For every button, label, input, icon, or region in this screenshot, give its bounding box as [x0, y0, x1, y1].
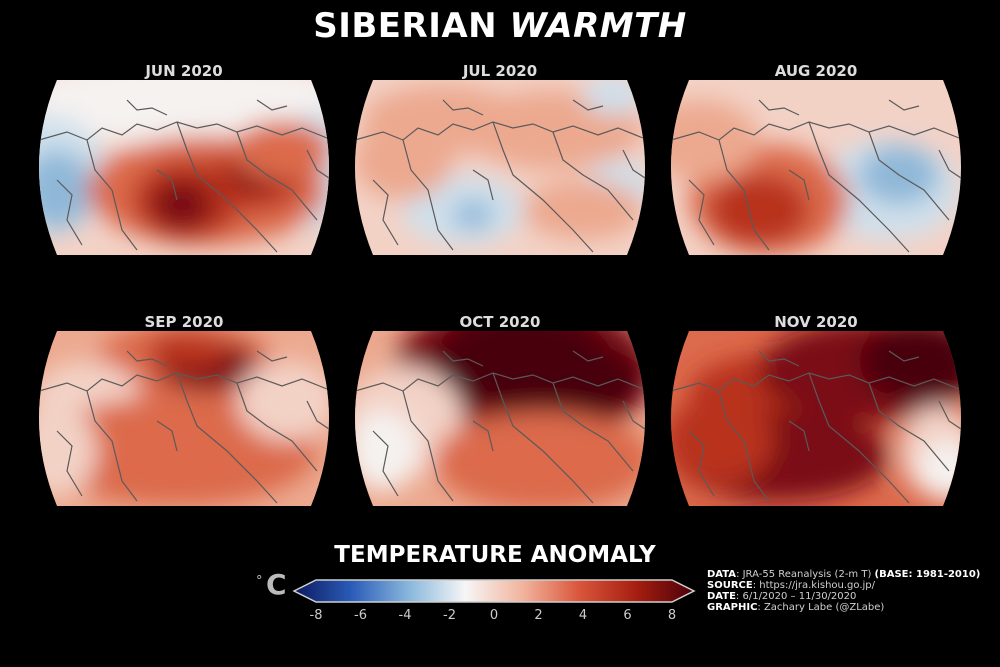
colorbar-tick-label: -2 — [443, 608, 456, 623]
page-title: SIBERIAN WARMTH — [0, 6, 1000, 46]
anomaly-region — [232, 120, 329, 180]
anomaly-region — [671, 100, 759, 180]
coastline — [868, 131, 950, 221]
map-oct — [355, 331, 645, 506]
colorbar-unit-letter: C — [266, 568, 287, 601]
coastline — [56, 430, 83, 497]
anomaly-region — [355, 411, 418, 491]
anomaly-region — [583, 80, 643, 115]
panel-label-aug: AUG 2020 — [774, 62, 858, 80]
coastline — [372, 430, 399, 497]
colorbar-tick-label: -8 — [309, 608, 323, 623]
coastline — [808, 372, 910, 504]
coastline — [808, 121, 910, 253]
anomaly-region — [523, 180, 643, 240]
coastline — [236, 131, 318, 221]
map-jul — [355, 80, 645, 255]
coastline — [236, 382, 318, 472]
coastline — [156, 400, 329, 452]
coastline — [156, 149, 329, 201]
coastline — [472, 400, 645, 452]
colorbar — [292, 579, 696, 603]
anomaly-region — [709, 175, 809, 245]
colorbar-tick-label: 4 — [578, 608, 588, 623]
map-nov — [671, 331, 961, 506]
coastline — [688, 430, 715, 497]
map-jun — [39, 80, 329, 255]
credit-data: DATA: JRA-55 Reanalysis (2-m T) (BASE: 1… — [707, 569, 981, 580]
coastline — [788, 149, 961, 201]
anomaly-region — [147, 333, 227, 369]
coastline — [176, 372, 278, 504]
anomaly-region — [483, 341, 643, 421]
coastline — [552, 382, 634, 472]
anomaly-region — [433, 411, 645, 506]
coastline — [718, 139, 770, 251]
coastline — [492, 121, 594, 253]
coastline — [126, 99, 288, 116]
coastline — [442, 99, 604, 116]
coastline — [402, 139, 454, 251]
colorbar-bar — [292, 579, 696, 603]
anomaly-region — [671, 396, 774, 486]
colorbar-tick-label: 8 — [667, 608, 677, 623]
coastline — [688, 179, 715, 246]
title-part-1: SIBERIAN — [313, 6, 498, 46]
coastline — [718, 390, 770, 502]
anomaly-region — [355, 120, 453, 200]
colorbar-tick-label: -6 — [354, 608, 367, 623]
colorbar-tick-label: -4 — [398, 608, 412, 623]
coastline — [758, 99, 920, 116]
coastline — [86, 390, 138, 502]
panel-label-sep: SEP 2020 — [144, 313, 224, 331]
coastline — [472, 149, 645, 201]
map-sep — [39, 331, 329, 506]
coastline — [372, 179, 399, 246]
coastline — [86, 139, 138, 251]
anomaly-region — [152, 180, 212, 230]
colorbar-tick-label: 2 — [534, 608, 543, 623]
map-aug — [671, 80, 961, 255]
title-part-2: WARMTH — [509, 6, 687, 46]
coastline — [868, 382, 950, 472]
coastline — [758, 350, 920, 367]
colorbar-unit-degree: ° — [256, 574, 263, 589]
credits-block: DATA: JRA-55 Reanalysis (2-m T) (BASE: 1… — [707, 569, 980, 613]
credit-date: DATE: 6/1/2020 – 11/30/2020 — [707, 591, 857, 602]
coastline — [552, 131, 634, 221]
credit-graphic: GRAPHIC: Zachary Labe (@ZLabe) — [707, 602, 885, 613]
coastline — [402, 390, 454, 502]
panel-label-oct: OCT 2020 — [459, 313, 541, 331]
colorbar-tick-label: 6 — [623, 608, 632, 623]
colorbar-title: TEMPERATURE ANOMALY — [334, 542, 656, 568]
anomaly-region — [39, 406, 97, 496]
coastline — [492, 372, 594, 504]
panel-label-nov: NOV 2020 — [774, 313, 858, 331]
coastline — [126, 350, 288, 367]
anomaly-region — [453, 200, 493, 230]
credit-source: SOURCE: https://jra.kishou.go.jp/ — [707, 580, 876, 591]
panel-label-jul: JUL 2020 — [462, 62, 538, 80]
coastline — [176, 121, 278, 253]
anomaly-region — [237, 361, 329, 441]
coastline — [56, 179, 83, 246]
colorbar-tick-label: 0 — [489, 608, 499, 623]
coastline — [788, 400, 961, 452]
panel-label-jun: JUN 2020 — [145, 62, 223, 80]
coastline — [442, 350, 604, 367]
